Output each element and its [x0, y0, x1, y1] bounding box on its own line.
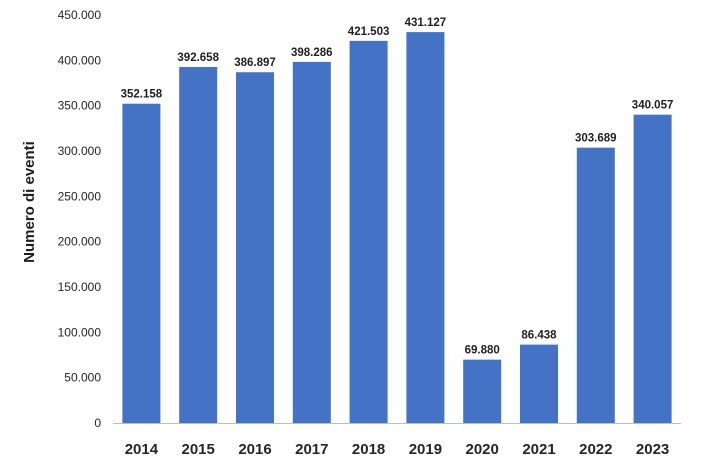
y-tick-label: 350.000	[58, 99, 102, 113]
data-label: 392.658	[177, 52, 219, 64]
bar-2022	[576, 147, 615, 423]
y-tick-label: 450.000	[58, 8, 102, 22]
y-tick-label: 150.000	[58, 280, 102, 294]
x-tick-label: 2023	[636, 441, 669, 458]
data-label: 340.057	[632, 100, 674, 112]
data-label: 352.158	[121, 89, 163, 101]
x-tick-label: 2018	[352, 441, 385, 458]
y-axis-title: Numero di eventi	[21, 141, 38, 263]
data-label: 431.127	[405, 17, 447, 29]
x-tick-label: 2015	[182, 441, 215, 458]
x-tick-label: 2021	[522, 441, 555, 458]
bar-2017	[292, 61, 331, 423]
data-label: 386.897	[234, 57, 276, 69]
bar-2015	[179, 66, 218, 423]
x-tick-label: 2019	[409, 441, 442, 458]
data-label: 86.438	[521, 330, 557, 342]
data-label: 69.880	[465, 345, 500, 357]
x-axis: 2014 2015 2016 2017 2018 2019 2020 2021 2022 2023	[125, 441, 670, 458]
bar-2016	[236, 72, 274, 424]
x-tick-label: 2017	[295, 441, 328, 458]
data-label: 303.689	[575, 133, 617, 145]
y-tick-label: 50.000	[64, 371, 101, 385]
y-tick-label: 400.000	[58, 53, 102, 67]
bar-2014	[122, 103, 161, 423]
x-tick-label: 2020	[466, 441, 499, 458]
y-tick-label: 200.000	[58, 235, 102, 249]
y-tick-label: 100.000	[58, 325, 102, 339]
y-tick-label: 0	[94, 416, 101, 430]
data-label: 421.503	[348, 26, 390, 38]
bars	[122, 32, 672, 424]
y-tick-label: 250.000	[58, 189, 102, 203]
data-labels: 352.158 392.658 386.897 398.286 421.503 431.1…	[121, 17, 674, 357]
bar-2019	[406, 32, 445, 424]
bar-2020	[463, 359, 502, 423]
bar-2021	[520, 344, 558, 423]
x-tick-label: 2016	[238, 441, 271, 458]
bar-2018	[349, 40, 388, 423]
y-tick-label: 300.000	[58, 144, 102, 158]
x-tick-label: 2022	[579, 441, 612, 458]
data-label: 398.286	[291, 47, 333, 59]
x-tick-label: 2014	[125, 441, 159, 458]
bar-2023	[633, 114, 672, 424]
y-axis: 0 50.000 100.000 150.000 200.000 250.000 300.0…	[58, 8, 102, 430]
